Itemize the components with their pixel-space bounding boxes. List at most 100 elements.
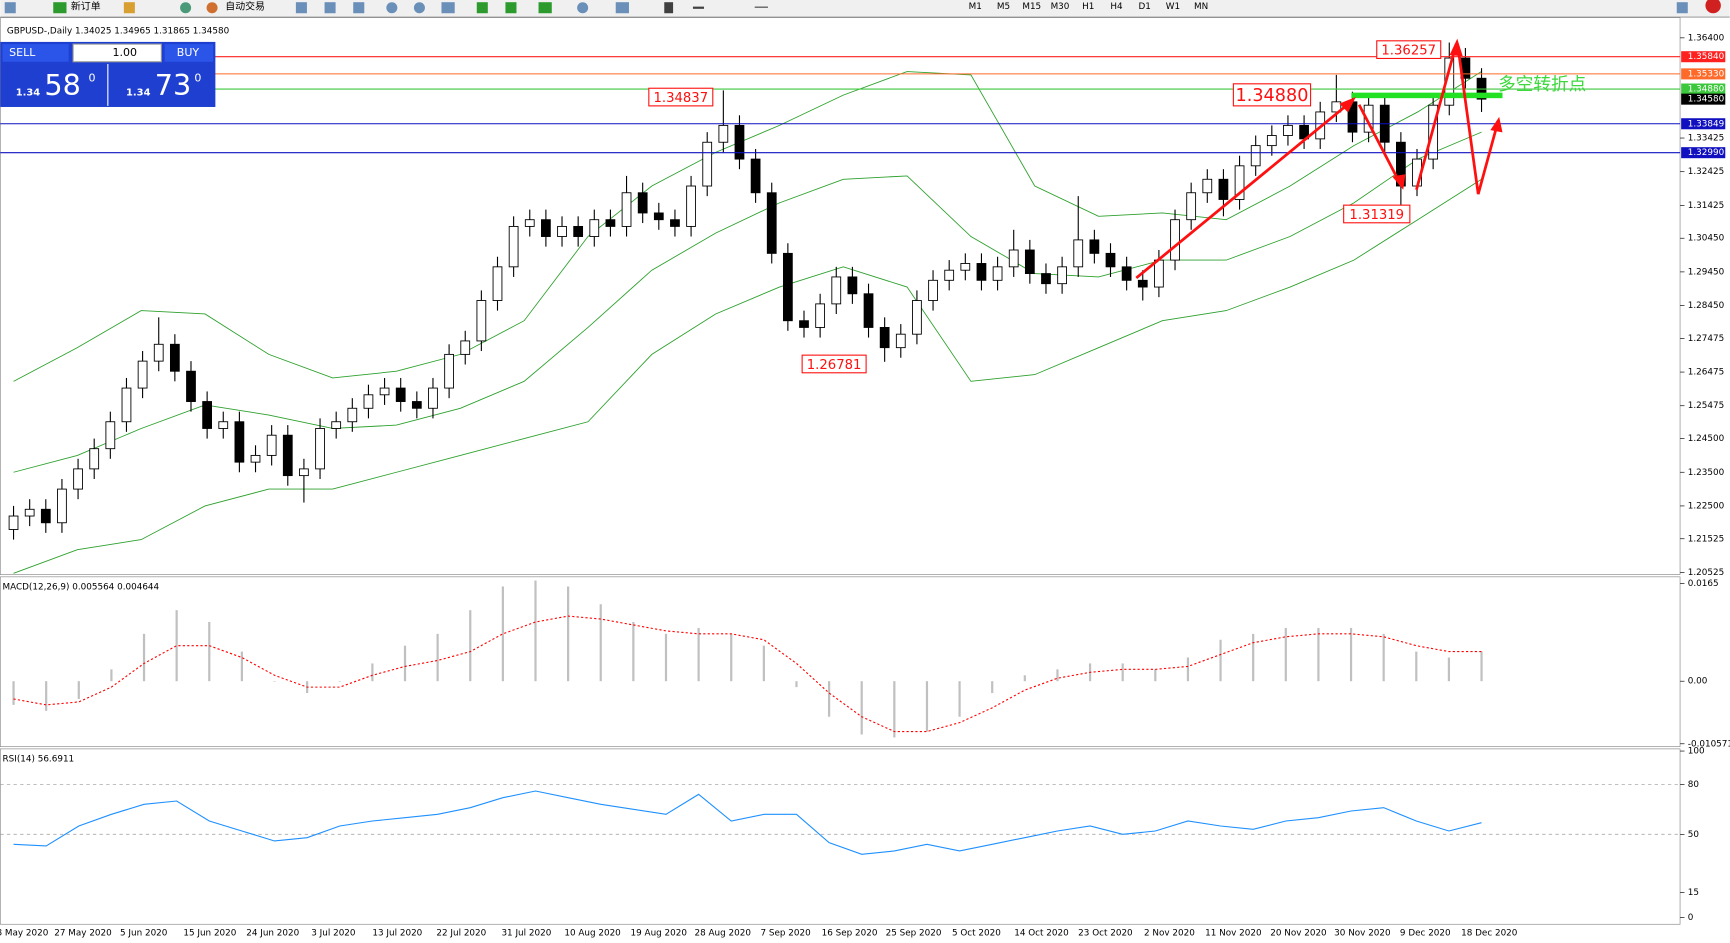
price-level-box	[1681, 93, 1726, 105]
x-tick-label: 7 Sep 2020	[760, 929, 811, 939]
candle-body	[653, 212, 664, 221]
ask-small: 0	[194, 71, 201, 84]
macd-bar	[501, 586, 504, 682]
x-tick-label: 27 May 2020	[54, 929, 112, 939]
chart-title: GBPUSD-,Daily 1.34025 1.34965 1.31865 1.…	[7, 26, 230, 36]
icon	[577, 2, 589, 14]
candle-body	[1154, 259, 1164, 288]
macd-bar	[1284, 627, 1287, 682]
ask-main: 73	[155, 68, 191, 102]
x-tick-label: 13 Jul 2020	[372, 929, 422, 939]
icon	[386, 2, 398, 14]
candle-body	[589, 219, 600, 237]
x-tick-label: 11 Nov 2020	[1205, 929, 1262, 939]
candle-body	[670, 219, 680, 227]
x-tick-label: 16 Sep 2020	[822, 929, 878, 939]
macd-bar	[273, 681, 276, 682]
price-level-label: 1.35330	[1688, 69, 1725, 79]
icon	[1676, 2, 1688, 14]
candle-body	[637, 192, 648, 214]
sell-button[interactable]	[2, 44, 69, 62]
candle-body	[1202, 178, 1213, 194]
candle-body	[960, 263, 971, 271]
candle-body	[1008, 249, 1019, 268]
candle-body	[992, 266, 1003, 281]
candle-body	[169, 343, 180, 372]
macd-bar	[208, 622, 211, 682]
macd-bar	[893, 681, 896, 738]
candle-body	[524, 219, 535, 227]
price-note-box	[1376, 40, 1442, 60]
macd-bar	[240, 651, 243, 682]
toolbar-border	[0, 16, 1730, 18]
rsi-line	[13, 790, 1482, 855]
macd-chart: MACD(12,26,9) 0.005564 0.004644 0.0165 0.0…	[3, 579, 1730, 749]
buy-label[interactable]: BUY	[177, 46, 200, 59]
price-level-box	[1681, 118, 1726, 130]
timeframe-button[interactable]: D1	[1138, 2, 1150, 12]
price-note: 1.34880	[1236, 86, 1309, 106]
macd-bar	[599, 604, 602, 682]
macd-bar	[1154, 669, 1157, 682]
candle-body	[153, 343, 164, 362]
candle-body	[799, 320, 809, 328]
timeframe-button[interactable]: M5	[997, 2, 1010, 12]
candle-body	[476, 300, 487, 342]
y-tick-label: 0.00	[1688, 677, 1708, 687]
macd-bar	[697, 627, 700, 682]
y-tick-label: 100	[1688, 747, 1705, 757]
sell-label[interactable]: SELL	[9, 46, 36, 59]
timeframe-button[interactable]: M15	[1022, 2, 1041, 12]
arrow-head	[1339, 97, 1356, 113]
y-tick-label: 1.20525	[1688, 568, 1724, 578]
bid-big: 1.34	[16, 88, 41, 99]
level-highlight	[1351, 92, 1503, 99]
candle-body	[863, 293, 874, 328]
timeframe-button[interactable]: M1	[969, 2, 982, 12]
candle-body	[137, 360, 148, 389]
x-tick-label: 5 Oct 2020	[952, 929, 1001, 939]
x-tick-label: 3 Jul 2020	[311, 929, 356, 939]
candle-body	[1186, 192, 1197, 221]
candle-body	[557, 225, 567, 237]
macd-bar	[1317, 627, 1320, 682]
buy-button[interactable]	[164, 44, 214, 62]
price-level-label: 1.34580	[1688, 95, 1725, 105]
timeframe-button[interactable]: H1	[1082, 2, 1094, 12]
timeframe-button[interactable]: M30	[1051, 2, 1070, 12]
macd-bar	[142, 633, 146, 682]
candle-body	[428, 387, 438, 409]
x-tick-label: 15 Jun 2020	[183, 929, 236, 939]
timeframe-button[interactable]: H4	[1110, 2, 1123, 12]
arrow-heads	[1339, 38, 1503, 190]
x-tick-label: 25 Sep 2020	[886, 929, 942, 939]
toolbar-button[interactable]: 新订单	[71, 0, 101, 13]
price-level-label: 1.33849	[1688, 119, 1724, 129]
candle-body	[1024, 249, 1035, 275]
candle-body	[57, 488, 67, 524]
candle-body	[1089, 239, 1100, 254]
toolbar-button[interactable]: 自动交易	[225, 0, 265, 13]
icon	[123, 2, 135, 14]
macd-bar	[827, 681, 831, 717]
candle-body	[912, 300, 922, 335]
arrow-head	[1449, 38, 1463, 57]
macd-bar	[1480, 651, 1483, 682]
toolbar-icons	[4, 0, 1721, 14]
candle-body	[250, 454, 261, 463]
timeframe-button[interactable]: MN	[1194, 2, 1208, 12]
candle-body	[89, 448, 100, 470]
macd-bar	[762, 645, 765, 682]
timeframe-button[interactable]: W1	[1166, 2, 1180, 12]
icon	[295, 2, 307, 14]
lot-field[interactable]	[72, 43, 162, 63]
candle-body	[1234, 165, 1245, 200]
x-tick-label: 28 Aug 2020	[694, 929, 751, 939]
arrow	[1357, 104, 1403, 186]
candle-body	[573, 225, 584, 237]
lot-value[interactable]: 1.00	[113, 46, 138, 59]
macd-bar	[795, 681, 798, 688]
candle-body	[782, 252, 793, 322]
macd-bar	[664, 633, 668, 682]
candle-body	[766, 192, 777, 254]
